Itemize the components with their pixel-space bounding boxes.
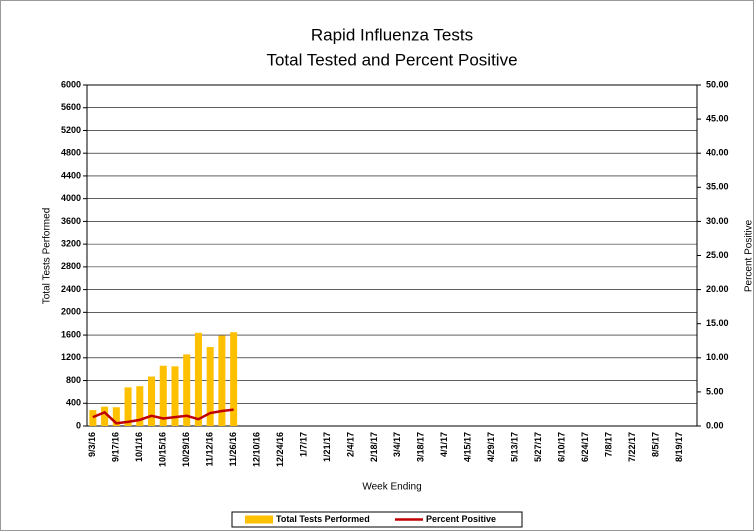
y2-tick-label: 10.00 bbox=[706, 352, 729, 362]
x-tick-label: 5/27/17 bbox=[533, 432, 543, 462]
x-tick-label: 9/3/16 bbox=[87, 432, 97, 457]
line bbox=[92, 408, 234, 425]
x-tick-label: 6/10/17 bbox=[556, 432, 566, 462]
x-tick-label: 4/15/17 bbox=[463, 432, 473, 462]
x-tick-label: 2/18/17 bbox=[369, 432, 379, 462]
bar bbox=[206, 347, 214, 426]
y-tick-label: 400 bbox=[66, 398, 81, 408]
legend-label: Total Tests Performed bbox=[276, 514, 370, 524]
y-tick-label: 4000 bbox=[61, 193, 81, 203]
y-tick-label: 4800 bbox=[61, 148, 81, 158]
bar bbox=[112, 407, 120, 426]
bar bbox=[159, 365, 167, 426]
y2-tick-label: 40.00 bbox=[706, 148, 729, 158]
x-tick-label: 10/1/16 bbox=[134, 432, 144, 462]
x-tick-label: 1/21/17 bbox=[322, 432, 332, 462]
x-tick-label: 7/22/17 bbox=[627, 432, 637, 462]
bar bbox=[171, 366, 179, 426]
chart-title: Rapid Influenza Tests bbox=[311, 25, 473, 44]
x-tick-label: 8/19/17 bbox=[674, 432, 684, 462]
x-tick-label: 8/5/17 bbox=[650, 432, 660, 457]
x-tick-label: 11/12/16 bbox=[205, 432, 215, 467]
y2-axis-title: Percent Positive bbox=[744, 219, 754, 292]
bar bbox=[230, 332, 238, 426]
x-tick-label: 3/4/17 bbox=[392, 432, 402, 457]
y2-tick-label: 35.00 bbox=[706, 182, 729, 192]
legend-label: Percent Positive bbox=[426, 514, 496, 524]
legend-box bbox=[231, 511, 523, 528]
chart-subtitle: Total Tested and Percent Positive bbox=[266, 50, 517, 69]
x-tick-label: 4/29/17 bbox=[486, 432, 496, 462]
x-tick-label: 7/8/17 bbox=[603, 432, 613, 457]
bar bbox=[136, 386, 144, 426]
bar bbox=[194, 332, 202, 426]
y-tick-label: 2800 bbox=[61, 261, 81, 271]
x-tick-label: 9/17/16 bbox=[111, 432, 121, 462]
x-tick-label: 11/26/16 bbox=[228, 432, 238, 467]
y-tick-label: 5200 bbox=[61, 125, 81, 135]
x-tick-label: 10/29/16 bbox=[181, 432, 191, 467]
y-tick-label: 1600 bbox=[61, 329, 81, 339]
x-tick-label: 2/4/17 bbox=[345, 432, 355, 457]
y2-tick-label: 0.00 bbox=[706, 420, 724, 430]
bar bbox=[124, 387, 132, 426]
y-tick-label: 5600 bbox=[61, 102, 81, 112]
bar bbox=[101, 406, 109, 426]
x-tick-label: 1/7/17 bbox=[298, 432, 308, 457]
bar bbox=[183, 354, 191, 426]
y2-tick-label: 30.00 bbox=[706, 216, 729, 226]
x-tick-label: 12/10/16 bbox=[251, 432, 261, 467]
x-tick-label: 5/13/17 bbox=[510, 432, 520, 462]
y-tick-label: 1200 bbox=[61, 352, 81, 362]
legend-swatch bbox=[245, 515, 273, 524]
x-axis-title: Week Ending bbox=[362, 482, 421, 493]
y-tick-label: 3200 bbox=[61, 239, 81, 249]
y-tick-label: 800 bbox=[66, 375, 81, 385]
y-tick-label: 4400 bbox=[61, 170, 81, 180]
y-tick-label: 2400 bbox=[61, 284, 81, 294]
bar bbox=[89, 410, 97, 426]
bar bbox=[148, 376, 156, 426]
x-tick-label: 4/1/17 bbox=[439, 432, 449, 457]
x-tick-label: 12/24/16 bbox=[275, 432, 285, 467]
x-tick-label: 3/18/17 bbox=[416, 432, 426, 462]
y-tick-label: 2000 bbox=[61, 307, 81, 317]
y2-tick-label: 5.00 bbox=[706, 386, 724, 396]
y2-tick-label: 50.00 bbox=[706, 79, 729, 89]
y2-tick-label: 25.00 bbox=[706, 250, 729, 260]
y-tick-label: 0 bbox=[76, 420, 81, 430]
y-tick-label: 6000 bbox=[61, 79, 81, 89]
x-tick-label: 10/15/16 bbox=[158, 432, 168, 467]
x-tick-label: 6/24/17 bbox=[580, 432, 590, 462]
y-axis-title: Total Tests Performed bbox=[42, 208, 53, 305]
bar bbox=[218, 335, 226, 426]
y2-tick-label: 20.00 bbox=[706, 284, 729, 294]
y2-tick-label: 15.00 bbox=[706, 318, 729, 328]
y-tick-label: 3600 bbox=[61, 216, 81, 226]
y2-tick-label: 45.00 bbox=[706, 113, 729, 123]
